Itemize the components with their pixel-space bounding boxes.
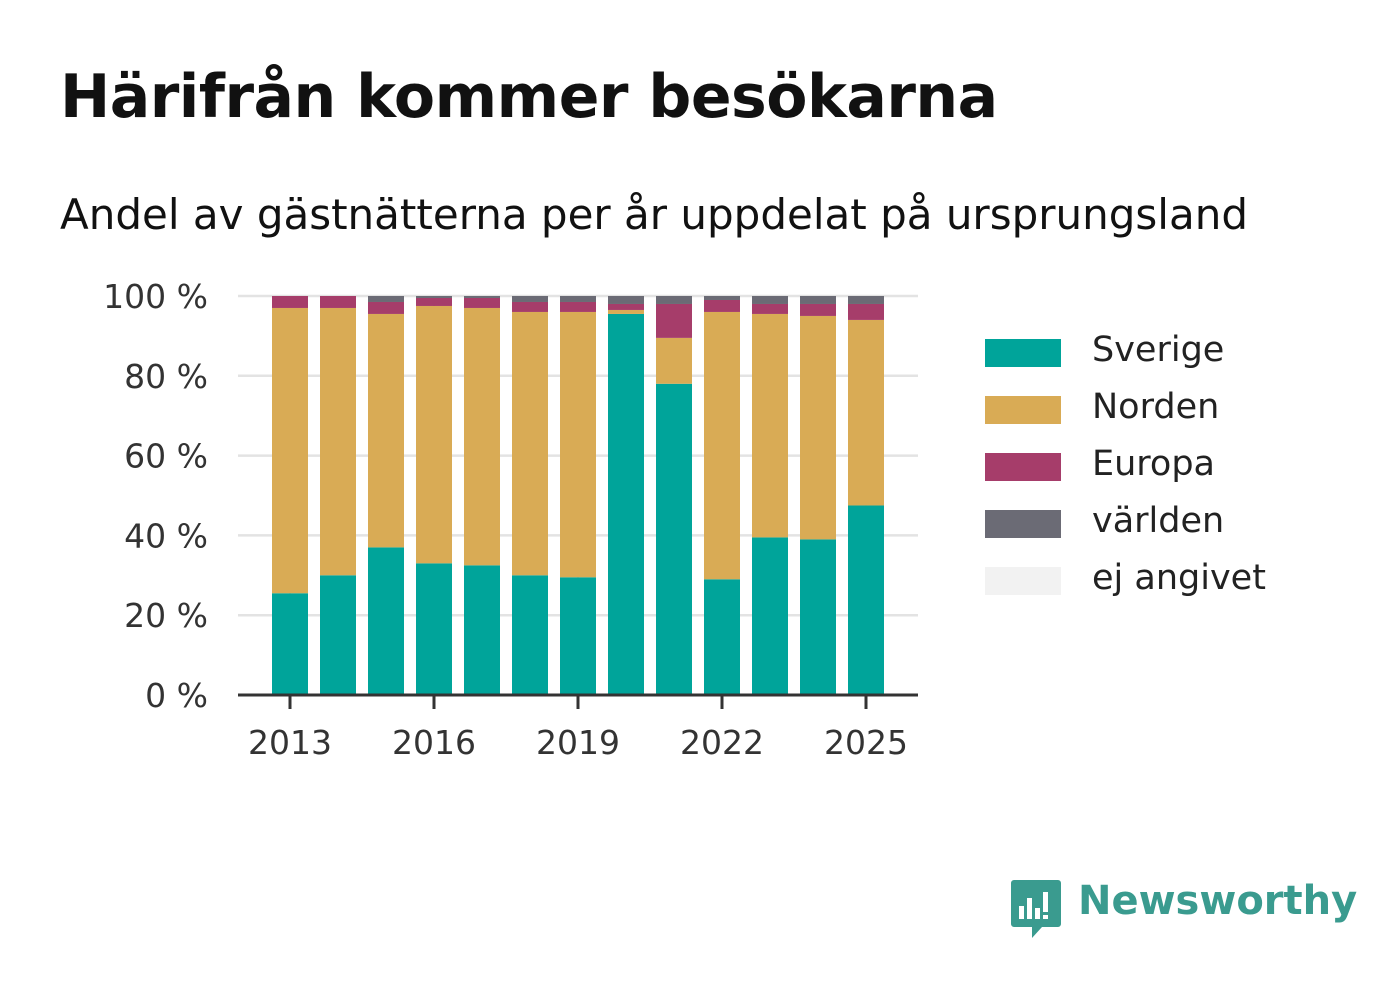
axes: 0 % 20 % 40 % 60 % 80 % 100 % 2013 2016 2019 2022… (103, 277, 918, 762)
y-tick-label: 100 % (103, 277, 208, 316)
bar-segment (656, 303, 692, 338)
bar-segment (416, 305, 452, 564)
bar-segment (368, 296, 404, 302)
bar-segment (704, 296, 740, 300)
bar-segment (752, 303, 788, 314)
bar-segment (704, 579, 740, 695)
bar-segment (272, 307, 308, 594)
bar-segment (848, 505, 884, 695)
bar-segment (800, 296, 836, 304)
bar-segment (272, 593, 308, 695)
y-tick-label: 80 % (124, 357, 208, 396)
legend-swatch (985, 339, 1061, 367)
bar-segment (608, 313, 644, 695)
bar-segment (560, 301, 596, 312)
bar-segment (368, 301, 404, 314)
x-tick-label: 2013 (248, 723, 332, 762)
newsworthy-logo-icon (1011, 880, 1061, 938)
bar-segment (800, 539, 836, 695)
bar-segment (608, 296, 644, 304)
bar-segment (656, 383, 692, 695)
legend-label: Norden (1092, 387, 1220, 427)
bar-segment (272, 296, 308, 308)
legend-label: ej angivet (1092, 558, 1266, 598)
bar-segment (320, 296, 356, 308)
x-tick-label: 2022 (680, 723, 764, 762)
legend-label: Sverige (1092, 330, 1225, 370)
bar-segment (848, 303, 884, 320)
bar-segment (320, 575, 356, 695)
x-tick-label: 2025 (824, 723, 908, 762)
legend-swatch (985, 453, 1061, 481)
x-tick-label: 2016 (392, 723, 476, 762)
chart-title: Härifrån kommer besökarna (60, 62, 998, 132)
bar-segment (512, 575, 548, 695)
bar-segment (656, 337, 692, 384)
legend-swatch (985, 396, 1061, 424)
bar-segment (464, 296, 500, 298)
bar-segment (320, 307, 356, 576)
bar-segment (512, 301, 548, 312)
bar-segment (608, 303, 644, 310)
bar-segment (560, 296, 596, 302)
chart-subtitle: Andel av gästnätterna per år uppdelat på… (60, 190, 1248, 239)
bar-segment (752, 537, 788, 695)
bar-segment (704, 299, 740, 312)
y-tick-label: 60 % (124, 437, 208, 476)
bar-segment (560, 577, 596, 695)
bar-segment (656, 296, 692, 304)
bar-segment (800, 315, 836, 540)
brand-name: Newsworthy (1078, 878, 1358, 924)
legend-label: världen (1092, 501, 1225, 541)
y-tick-label: 40 % (124, 516, 208, 555)
bar-segment (752, 296, 788, 304)
legend-label: Europa (1092, 444, 1215, 484)
bar-segment (368, 313, 404, 548)
bar-segment (704, 311, 740, 580)
bar-segment (464, 307, 500, 566)
bar-segment (512, 311, 548, 576)
bar-segment (560, 311, 596, 578)
bar-segment (464, 297, 500, 308)
bar-segment (608, 309, 644, 314)
bar-segment (464, 565, 500, 695)
bar-segment (848, 296, 884, 304)
bar-segment (416, 297, 452, 306)
bar-segment (368, 547, 404, 695)
y-tick-label: 20 % (124, 596, 208, 635)
bar-segment (800, 303, 836, 316)
bar-segment (752, 313, 788, 538)
bar-segment (848, 319, 884, 506)
y-tick-label: 0 % (145, 676, 208, 715)
legend-swatch (985, 510, 1061, 538)
bar-segment (416, 296, 452, 298)
bars (272, 296, 884, 695)
x-tick-label: 2019 (536, 723, 620, 762)
bar-segment (512, 296, 548, 302)
legend-swatch (985, 567, 1061, 595)
bar-segment (416, 563, 452, 695)
